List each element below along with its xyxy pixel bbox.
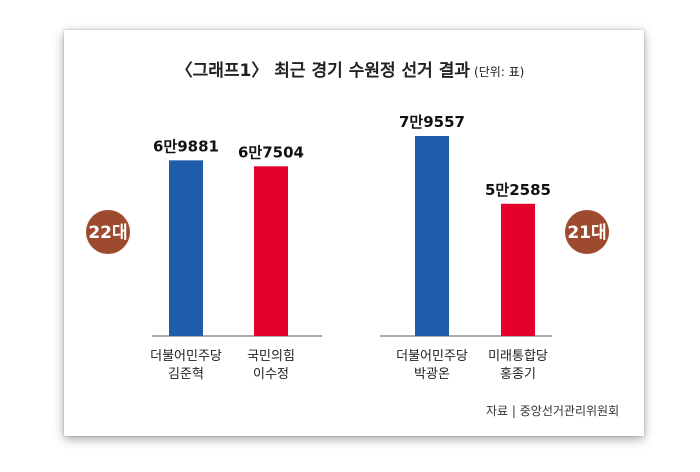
source-note: 자료 | 중앙선거관리위원회 [486,404,620,418]
bar [254,166,288,336]
category-label: 국민의힘 [247,349,295,364]
series-badge [86,210,130,254]
category-label: 박광온 [414,367,450,382]
chart-title: 〈그래프1〉 최근 경기 수원정 선거 결과 [175,61,471,81]
data-label: 5만2585 [485,181,551,199]
series-badge [565,210,609,254]
category-label: 더불어민주당 [396,349,468,364]
bar [415,136,449,336]
chart-title-line: 〈그래프1〉 최근 경기 수원정 선거 결과 (단위: 표) [0,56,700,81]
series-badge-label: 22대 [88,223,127,243]
category-label: 미래통합당 [488,349,548,364]
bar [501,203,535,336]
category-label: 홍종기 [500,367,536,382]
data-label: 6만9881 [153,137,219,155]
category-label: 더불어민주당 [150,349,222,364]
chart-card [64,30,644,436]
series-badge-label: 21대 [567,223,606,243]
data-label: 6만7504 [238,143,304,161]
bar [169,160,203,336]
data-label: 7만9557 [399,113,465,131]
category-label: 이수정 [253,367,289,382]
chart-unit: (단위: 표) [474,65,525,79]
category-label: 김준혁 [168,367,204,382]
